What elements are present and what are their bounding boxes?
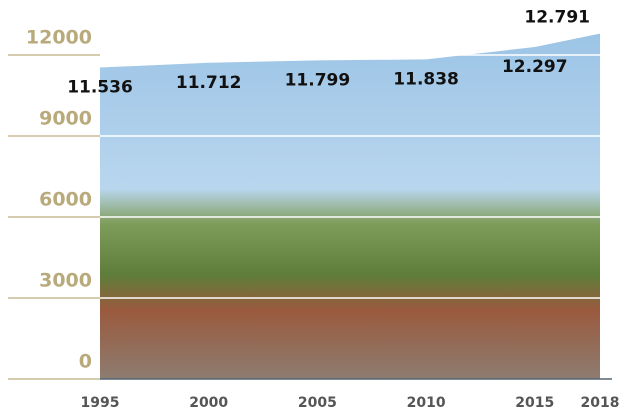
value-label: 11.838: [393, 69, 459, 89]
y-tick-label: 9000: [39, 108, 92, 130]
x-tick-label: 2015: [515, 395, 554, 411]
value-label: 11.536: [67, 78, 133, 98]
y-tick-label: 6000: [39, 189, 92, 211]
value-label: 11.799: [285, 70, 351, 90]
value-label: 11.712: [176, 73, 242, 93]
value-label: 12.791: [524, 8, 590, 28]
x-tick-label: 2010: [407, 395, 446, 411]
y-tick-label: 3000: [39, 270, 92, 292]
y-tick-label: 0: [79, 351, 92, 373]
area: [100, 33, 600, 379]
x-tick-label: 2018: [581, 395, 620, 411]
y-tick-label: 12000: [26, 27, 92, 49]
x-tick-label: 2000: [189, 395, 228, 411]
x-tick-label: 2005: [298, 395, 337, 411]
value-label: 12.297: [502, 57, 568, 77]
x-tick-label: 1995: [81, 395, 120, 411]
